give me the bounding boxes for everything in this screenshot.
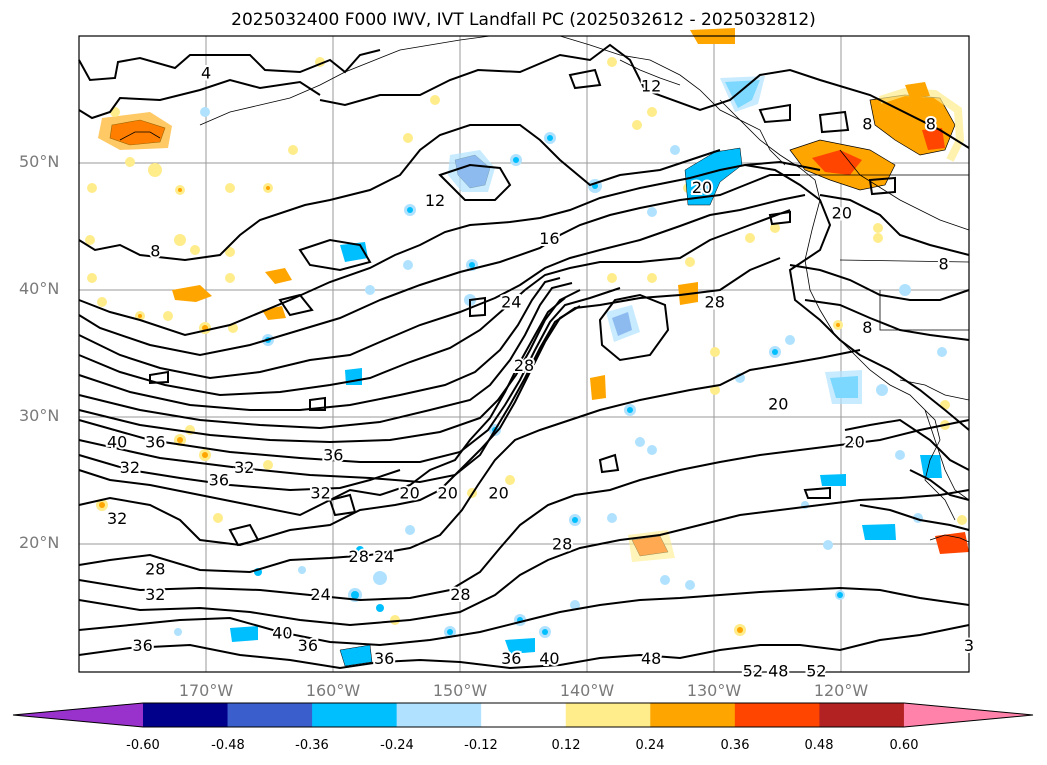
map-frame: [78, 35, 970, 673]
colorbar-tick: 0.48: [804, 738, 834, 753]
lon-label-120w: 120°W: [813, 681, 869, 700]
contour-label: 40: [272, 623, 292, 642]
contour-label: 48: [768, 662, 788, 681]
colorbar-tick: -0.12: [464, 738, 498, 753]
contour-label: 52: [806, 662, 826, 681]
colorbar-tick: -0.48: [211, 738, 245, 753]
colorbar-segment: [565, 703, 651, 727]
contour-label: 20: [768, 394, 788, 413]
contour-label: 20: [438, 483, 458, 502]
colorbar-tick: -0.60: [126, 738, 160, 753]
colorbar-segment: [481, 703, 567, 727]
colorbar-tick: -0.36: [295, 738, 329, 753]
lon-label-160w: 160°W: [305, 681, 361, 700]
contour-label: 12: [641, 76, 661, 95]
contour-label: 28: [514, 356, 534, 375]
contour-label: 20: [488, 483, 508, 502]
contour-label: 48: [641, 649, 661, 668]
contour-label: 32: [234, 458, 254, 477]
shading-patches: [85, 28, 969, 667]
contour-label: 24: [501, 293, 521, 312]
contour-label: 16: [539, 229, 559, 248]
contour-label: 32: [310, 483, 330, 502]
contour-label: 8: [926, 115, 936, 134]
lon-label-170w: 170°W: [178, 681, 234, 700]
contour-label: 52: [743, 662, 763, 681]
lat-label-20n: 20°N: [19, 533, 60, 552]
map-title: 2025032400 F000 IWV, IVT Landfall PC (20…: [231, 10, 816, 30]
contour-label: 12: [425, 191, 445, 210]
contour-label: 4: [201, 64, 211, 83]
contour-label: 3: [964, 636, 974, 655]
contour-label: 36: [298, 636, 318, 655]
colorbar-segment: [819, 703, 905, 727]
contour-label: 24: [374, 547, 394, 566]
contour-label: 20: [844, 433, 864, 452]
lat-label-50n: 50°N: [19, 152, 60, 171]
colorbar-segment: [396, 703, 482, 727]
contour-label: 36: [374, 649, 394, 668]
colorbar-segment: [903, 703, 1033, 727]
contour-label: 40: [107, 433, 127, 452]
contour-label: 20: [832, 204, 852, 223]
colorbar-segment: [650, 703, 736, 727]
colorbar-tick: 0.12: [551, 738, 581, 753]
colorbar-outline: [12, 702, 1034, 728]
contour-label: 36: [145, 433, 165, 452]
contour-label: 24: [310, 585, 330, 604]
contour-lines: [78, 43, 970, 670]
lat-label-40n: 40°N: [19, 279, 60, 298]
contour-label: 28: [450, 585, 470, 604]
colorbar-segment: [143, 703, 229, 727]
contour-label: 20: [692, 178, 712, 197]
contour-label: 20: [399, 483, 419, 502]
lon-label-130w: 130°W: [686, 681, 742, 700]
contour-label: 40: [539, 649, 559, 668]
lat-label-30n: 30°N: [19, 406, 60, 425]
colorbar-segment: [312, 703, 398, 727]
colorbar-segment: [13, 703, 143, 727]
contour-label: 36: [209, 471, 229, 490]
colorbar-tick: 0.36: [720, 738, 750, 753]
contour-label: 28: [552, 534, 572, 553]
coastlines: [119, 35, 970, 543]
colorbar-tick: -0.24: [380, 738, 414, 753]
colorbar-segment: [227, 703, 313, 727]
colorbar-tick: 0.60: [889, 738, 919, 753]
colorbar-tick: 0.24: [635, 738, 665, 753]
contour-label: 36: [501, 649, 521, 668]
colorbar: [12, 702, 1034, 728]
contour-label: 28: [145, 560, 165, 579]
lon-label-140w: 140°W: [559, 681, 615, 700]
contour-label: 28: [349, 547, 369, 566]
contour-label: 36: [132, 636, 152, 655]
contour-label: 32: [120, 458, 140, 477]
contour-label: 8: [862, 115, 872, 134]
contour-label: 8: [938, 254, 948, 273]
contour-label: 8: [862, 318, 872, 337]
contour-label: 8: [150, 242, 160, 261]
contour-label: 36: [323, 445, 343, 464]
contour-label: 32: [107, 509, 127, 528]
contour-label: 28: [705, 293, 725, 312]
contour-label: 32: [145, 585, 165, 604]
colorbar-segment: [734, 703, 820, 727]
lon-label-150w: 150°W: [432, 681, 488, 700]
